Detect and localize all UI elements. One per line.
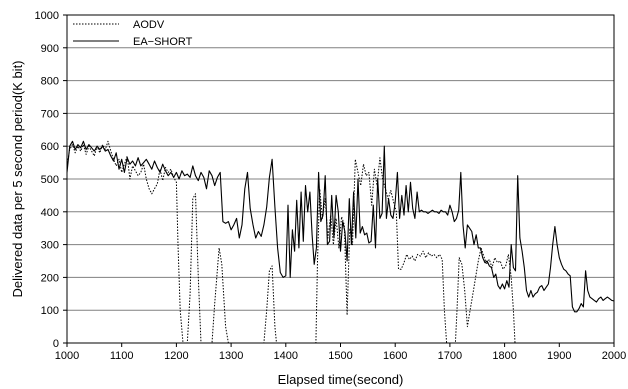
x-tick-label-1900: 1900 — [547, 350, 571, 362]
series-layer — [66, 140, 615, 344]
x-tick-label-1700: 1700 — [438, 350, 462, 362]
x-tick-label-1800: 1800 — [492, 350, 516, 362]
x-tick-label-2000: 2000 — [602, 350, 626, 362]
y-tick-label-1000: 1000 — [35, 10, 59, 22]
y-tick-label-700: 700 — [41, 108, 59, 120]
y-tick-labels: 0 100 200 300 400 500 600 700 800 900 1000 — [35, 10, 59, 350]
legend-label-ea-short: EA−SHORT — [133, 36, 193, 48]
axis-ticks — [63, 14, 615, 347]
x-tick-label-1300: 1300 — [219, 350, 243, 362]
y-tick-label-500: 500 — [41, 174, 59, 186]
y-tick-label-0: 0 — [53, 338, 59, 350]
y-tick-label-800: 800 — [41, 76, 59, 88]
x-tick-labels: 1000 1100 1200 1300 1400 1500 1600 1700 1800 1900… — [55, 350, 626, 362]
x-tick-label-1400: 1400 — [274, 350, 298, 362]
y-tick-label-200: 200 — [41, 272, 59, 284]
y-axis-title: Delivered data per 5 second period(K bit… — [10, 60, 25, 297]
x-tick-label-1500: 1500 — [328, 350, 352, 362]
legend: AODV EA−SHORT — [73, 19, 193, 48]
x-axis-title: Elapsed time(second) — [278, 372, 404, 387]
y-tick-label-400: 400 — [41, 207, 59, 219]
x-tick-label-1600: 1600 — [383, 350, 407, 362]
gridlines — [67, 47, 614, 311]
x-tick-label-1000: 1000 — [55, 350, 79, 362]
y-tick-label-100: 100 — [41, 305, 59, 317]
x-tick-label-1200: 1200 — [164, 350, 188, 362]
x-tick-label-1100: 1100 — [110, 350, 134, 362]
legend-label-aodv: AODV — [133, 19, 165, 31]
y-tick-label-300: 300 — [41, 240, 59, 252]
series-line-ea-short — [66, 140, 615, 313]
series-line-aodv — [66, 140, 518, 344]
y-tick-label-900: 900 — [41, 43, 59, 55]
y-tick-label-600: 600 — [41, 141, 59, 153]
